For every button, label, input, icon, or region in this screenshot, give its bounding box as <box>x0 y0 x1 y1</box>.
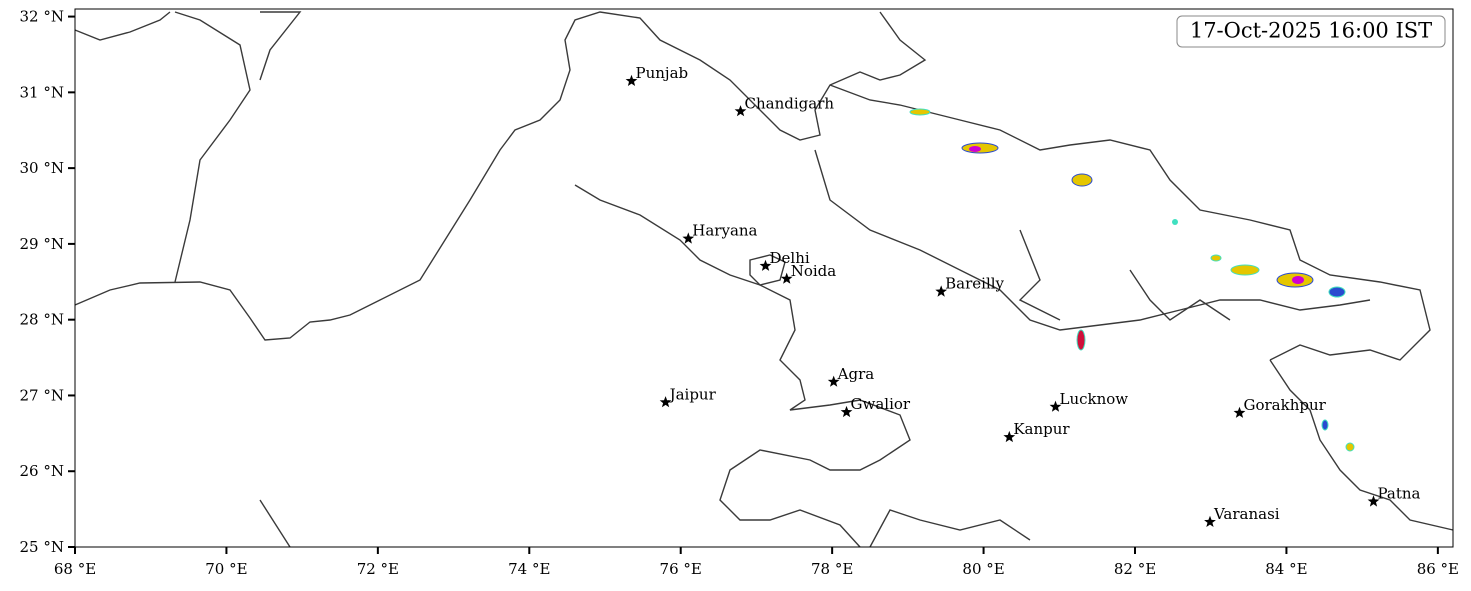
city-marker <box>1233 406 1246 418</box>
y-tick-label: 32 °N <box>20 8 64 26</box>
city-marker <box>1003 430 1016 443</box>
border <box>829 84 1431 361</box>
city-marker <box>625 74 638 86</box>
plot-frame <box>74 8 1454 548</box>
map-title: 17-Oct-2025 16:00 IST <box>1190 19 1432 43</box>
city-marker <box>734 105 747 117</box>
y-tick-label: 30 °N <box>20 159 64 177</box>
city-label: Kanpur <box>1013 420 1070 438</box>
city-label: Chandigarh <box>745 94 835 112</box>
city-marker <box>1367 495 1380 507</box>
x-tick-label: 72 °E <box>357 560 399 578</box>
border <box>1018 229 1061 321</box>
rain-cell <box>1345 442 1355 452</box>
city-marker <box>840 405 853 418</box>
x-tick-label: 68 °E <box>54 560 96 578</box>
y-tick-label: 28 °N <box>20 311 64 329</box>
x-tick-label: 70 °E <box>205 560 247 578</box>
rain-cell <box>1328 286 1346 298</box>
x-tick-label: 84 °E <box>1265 560 1307 578</box>
city-label: Bareilly <box>945 275 1004 293</box>
y-tick-label: 31 °N <box>20 83 64 101</box>
city-label: Varanasi <box>1213 505 1280 523</box>
rain-cells <box>909 108 1355 452</box>
rain-cell <box>1210 254 1222 262</box>
city-marker <box>1204 515 1216 527</box>
city-marker <box>1049 400 1062 412</box>
city-label: Noida <box>791 262 837 280</box>
x-tick-label: 76 °E <box>660 560 702 578</box>
city-label: Gwalior <box>851 395 911 413</box>
border <box>749 254 786 286</box>
x-tick-label: 74 °E <box>508 560 550 578</box>
city-label: Patna <box>1378 485 1421 503</box>
y-tick-label: 27 °N <box>20 386 64 404</box>
boundaries <box>74 11 1454 548</box>
title-box <box>1176 15 1446 48</box>
city-marker <box>659 396 672 408</box>
city-label: Jaipur <box>668 385 717 403</box>
y-tick-label: 26 °N <box>20 462 64 480</box>
city-marker <box>759 259 772 271</box>
x-tick-label: 86 °E <box>1417 560 1459 578</box>
city-label: Gorakhpur <box>1243 396 1326 414</box>
city-marker <box>827 375 840 387</box>
x-tick-label: 78 °E <box>811 560 853 578</box>
rain-cell <box>1076 329 1086 351</box>
rain-cell <box>909 108 931 116</box>
border <box>574 184 911 548</box>
city-marker <box>935 285 948 297</box>
rain-cell <box>1172 219 1178 225</box>
y-tick-label: 25 °N <box>20 538 64 556</box>
border <box>74 11 927 341</box>
rain-cell <box>969 146 981 152</box>
border <box>174 11 251 283</box>
city-label: Punjab <box>636 64 689 82</box>
city-label: Delhi <box>770 249 810 267</box>
city-label: Lucknow <box>1060 390 1129 408</box>
rain-cell <box>1230 264 1260 276</box>
city-marker <box>780 272 793 284</box>
rain-cell <box>1292 276 1304 284</box>
border <box>74 11 171 41</box>
x-tick-label: 82 °E <box>1114 560 1156 578</box>
y-tick-label: 29 °N <box>20 235 64 253</box>
border <box>869 509 1031 548</box>
city-label: Agra <box>837 365 875 383</box>
border <box>814 149 1371 331</box>
border <box>1129 269 1231 321</box>
city-marker <box>682 232 695 244</box>
rain-cell <box>1071 173 1093 187</box>
city-label: Haryana <box>692 222 757 240</box>
border <box>1269 359 1454 531</box>
rain-cell <box>1321 419 1329 431</box>
border <box>259 499 291 548</box>
border <box>259 11 302 81</box>
x-tick-label: 80 °E <box>962 560 1004 578</box>
